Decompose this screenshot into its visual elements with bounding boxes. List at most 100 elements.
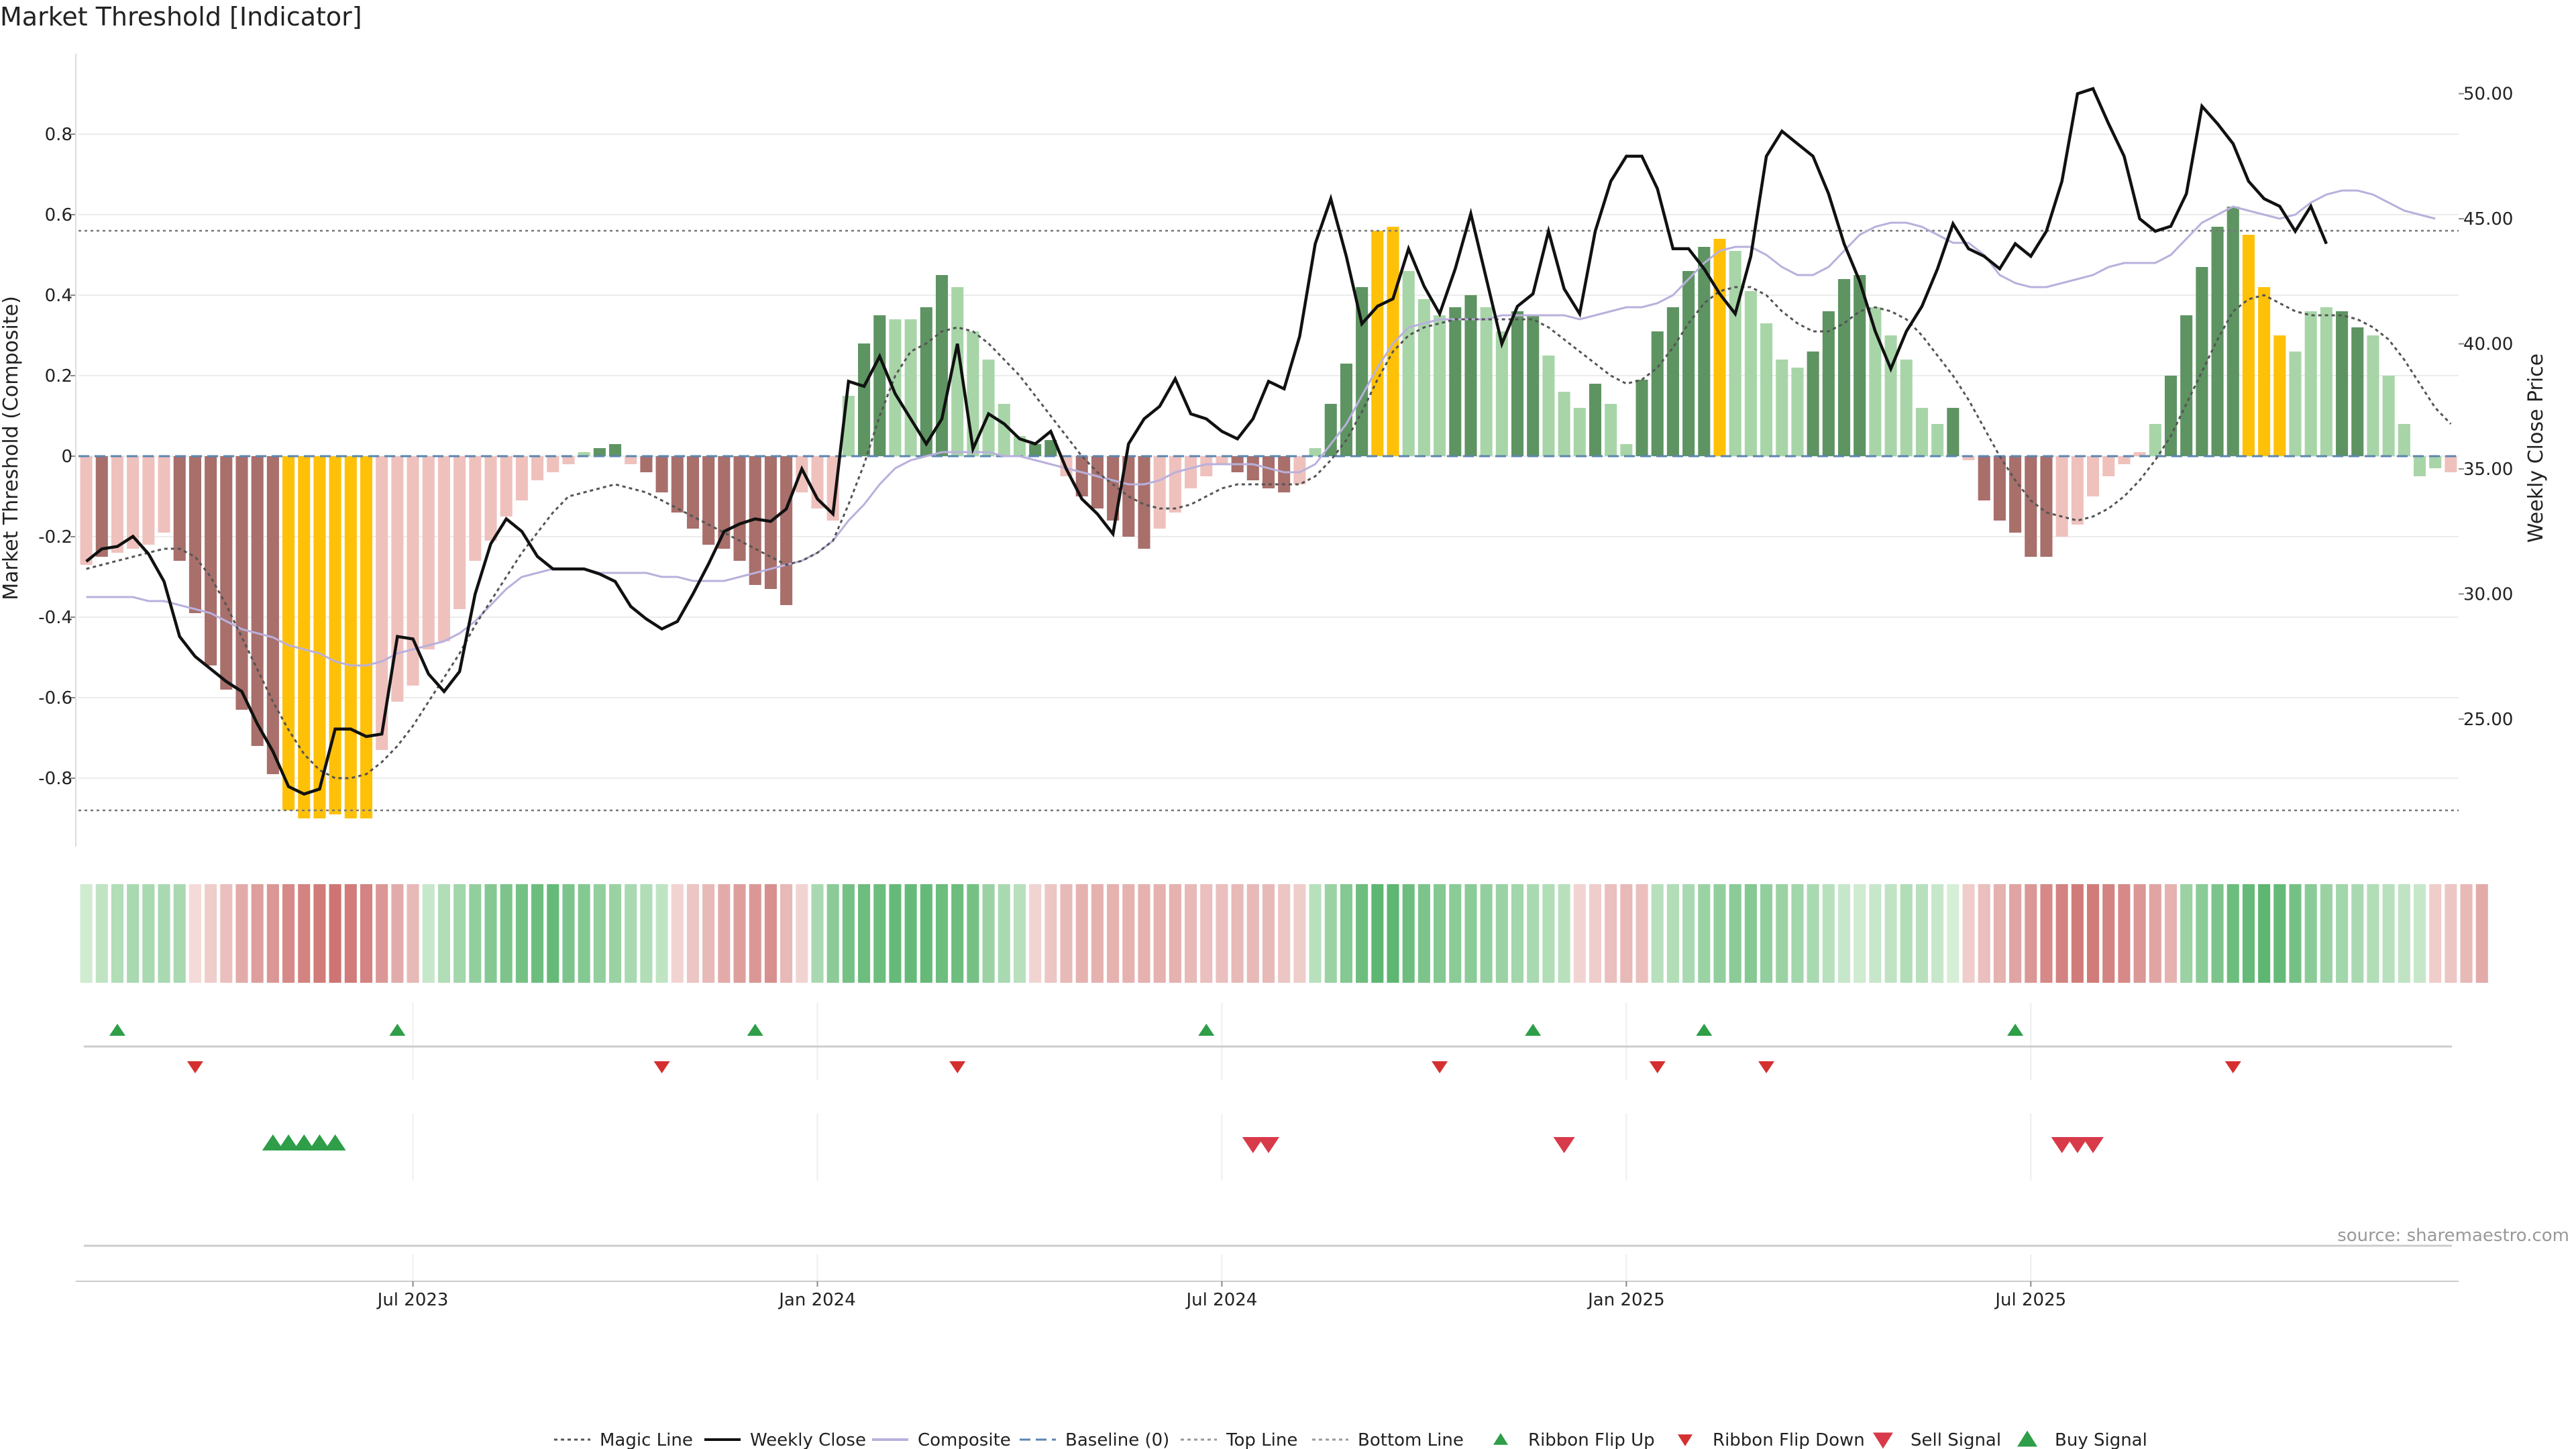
ribbon-flip-up-marker <box>2007 1024 2024 1036</box>
composite-bar <box>1869 307 1882 456</box>
ribbon-cell <box>1449 884 1462 983</box>
composite-bar <box>1371 231 1384 456</box>
legend-label: Bottom Line <box>1358 1430 1464 1449</box>
sell-signal-marker <box>1258 1137 1279 1153</box>
ribbon-cell <box>625 884 637 983</box>
ribbon-cell <box>1231 884 1244 983</box>
ribbon-cell <box>826 884 839 983</box>
x-tick-label: Jul 2023 <box>376 1290 449 1310</box>
ribbon-cell <box>189 884 201 983</box>
ribbon-cell <box>982 884 995 983</box>
ribbon-flip-down-marker <box>186 1061 203 1073</box>
composite-bar <box>2196 267 2208 456</box>
composite-bar <box>1993 456 2006 521</box>
composite-bar <box>873 315 886 456</box>
ribbon-cell <box>578 884 590 983</box>
ribbon-cell <box>1589 884 1602 983</box>
ribbon-cell <box>749 884 761 983</box>
ribbon-cell <box>158 884 170 983</box>
ribbon-cell <box>1153 884 1166 983</box>
legend-label: Top Line <box>1226 1430 1297 1449</box>
composite-bar <box>1573 408 1586 456</box>
ribbon-cell <box>1962 884 1975 983</box>
buy-signal-marker <box>293 1134 315 1150</box>
composite-bar <box>235 456 248 710</box>
composite-bar <box>1589 384 1602 456</box>
ribbon-cell <box>2055 884 2068 983</box>
composite-bar <box>2133 452 2146 456</box>
y-tick-label-right: 30.00 <box>2463 584 2513 604</box>
ribbon-cell <box>2304 884 2317 983</box>
composite-bar <box>1356 287 1368 456</box>
ribbon-cell <box>1371 884 1384 983</box>
ribbon-cell <box>2087 884 2100 983</box>
ribbon-cell <box>1340 884 1352 983</box>
ribbon-cell <box>1293 884 1306 983</box>
composite-bar <box>951 287 964 456</box>
composite-bar <box>1185 456 1197 488</box>
legend-label: Ribbon Flip Up <box>1528 1430 1655 1449</box>
ribbon-flip-down-marker <box>1649 1061 1666 1073</box>
legend-item: Ribbon Flip Up <box>1493 1430 1655 1449</box>
ribbon-cell <box>2211 884 2224 983</box>
composite-bar <box>1511 311 1524 456</box>
ribbon-cell <box>80 884 93 983</box>
x-axis: Jul 2023 Jan 2024 Jul 2024 Jan 2025 Jul 2025 <box>76 1281 2459 1310</box>
composite-bar <box>578 452 590 456</box>
ribbon-cell <box>2367 884 2379 983</box>
composite-bar <box>1884 335 1897 456</box>
composite-bar <box>1542 356 1555 456</box>
ribbon-cell <box>796 884 808 983</box>
composite-bar <box>173 456 186 561</box>
ribbon-cell <box>1666 884 1679 983</box>
ribbon-cell <box>1605 884 1617 983</box>
ribbon-cell <box>515 884 528 983</box>
ribbon-cell <box>1013 884 1026 983</box>
ribbon-cell <box>2429 884 2442 983</box>
ribbon-cell <box>1651 884 1664 983</box>
y-tick-label-left: -0.6 <box>38 688 72 708</box>
composite-bar <box>2149 424 2161 456</box>
composite-bar <box>1822 311 1835 456</box>
ribbon-cell <box>1060 884 1073 983</box>
composite-bar <box>1200 456 1213 476</box>
ribbon-cell <box>2398 884 2410 983</box>
ribbon-cell <box>1309 884 1322 983</box>
ribbon-cell <box>1324 884 1337 983</box>
ribbon-cell <box>2445 884 2457 983</box>
ribbon-cell <box>2071 884 2084 983</box>
composite-bar <box>1138 456 1150 549</box>
composite-bar <box>1666 307 1679 456</box>
composite-bar <box>2320 307 2332 456</box>
ribbon-cell <box>1387 884 1399 983</box>
legend-label: Magic Line <box>600 1430 693 1449</box>
composite-bar <box>749 456 761 585</box>
composite-bar <box>1620 444 1633 456</box>
ribbon-cell <box>127 884 140 983</box>
composite-bar <box>562 456 575 464</box>
composite-bar <box>1807 352 1819 456</box>
composite-bar <box>469 456 482 561</box>
composite-bar <box>1044 440 1057 456</box>
composite-line <box>86 189 2436 667</box>
composite-bar <box>360 456 373 818</box>
composite-bar <box>1635 380 1648 456</box>
composite-bar <box>2445 456 2457 472</box>
legend-item: Magic Line <box>554 1430 693 1449</box>
composite-bar <box>2009 456 2022 533</box>
composite-bar <box>220 456 233 690</box>
y-tick-label-left: -0.2 <box>38 527 72 547</box>
ribbon-cell <box>1495 884 1508 983</box>
main-panel: 0.8 0.6 0.4 0.2 0 -0.2 -0.4 -0.6 -0.8 50.00 45.00 4… <box>38 54 2513 847</box>
composite-bar <box>1449 307 1462 456</box>
composite-bar <box>391 456 404 702</box>
composite-bar <box>1107 456 1120 521</box>
ribbon-cell <box>1185 884 1197 983</box>
ribbon-cell <box>811 884 824 983</box>
ribbon-cell <box>205 884 217 983</box>
ribbon-cell <box>655 884 668 983</box>
composite-bar <box>702 456 715 545</box>
composite-bar <box>2273 335 2286 456</box>
composite-bar <box>266 456 279 774</box>
ribbon-cell <box>1682 884 1695 983</box>
